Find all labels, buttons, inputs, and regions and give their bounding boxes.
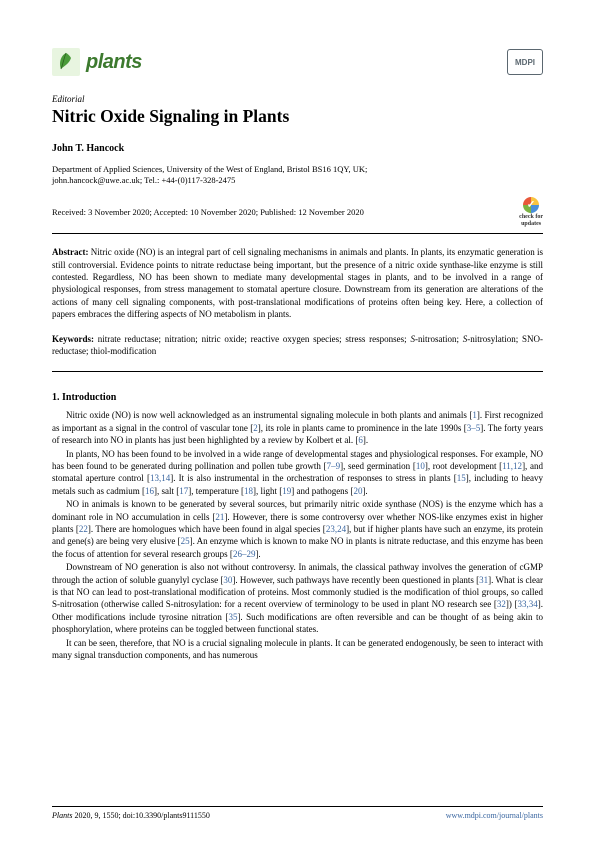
affiliation-line: Department of Applied Sciences, Universi…: [52, 164, 367, 174]
abstract-block: Abstract: Nitric oxide (NO) is an integr…: [52, 246, 543, 320]
keywords-text: nitrate reductase; nitration; nitric oxi…: [52, 334, 543, 356]
page-footer: Plants 2020, 9, 1550; doi:10.3390/plants…: [52, 806, 543, 820]
section-heading: 1. Introduction: [52, 392, 543, 403]
abstract-label: Abstract:: [52, 247, 89, 257]
journal-name: plants: [86, 51, 142, 74]
article-title: Nitric Oxide Signaling in Plants: [52, 106, 543, 127]
footer-citation: Plants 2020, 9, 1550; doi:10.3390/plants…: [52, 811, 210, 820]
affiliation-contact: john.hancock@uwe.ac.uk; Tel.: +44-(0)117…: [52, 175, 235, 185]
header-row: plants MDPI: [52, 48, 543, 76]
abstract-text: Nitric oxide (NO) is an integral part of…: [52, 247, 543, 319]
check-updates-icon: [523, 197, 539, 213]
footer-journal-link[interactable]: www.mdpi.com/journal/plants: [446, 811, 543, 820]
article-type: Editorial: [52, 94, 543, 104]
publisher-logo: MDPI: [507, 49, 543, 75]
affiliation-block: Department of Applied Sciences, Universi…: [52, 164, 543, 187]
keywords-label: Keywords:: [52, 334, 94, 344]
dates-row: Received: 3 November 2020; Accepted: 10 …: [52, 197, 543, 234]
check-updates-badge[interactable]: check for updates: [519, 197, 543, 227]
intro-para-4: Downstream of NO generation is also not …: [52, 561, 543, 635]
leaf-icon: [52, 48, 80, 76]
check-label-1: check for: [519, 214, 543, 221]
author-name: John T. Hancock: [52, 143, 543, 154]
keywords-block: Keywords: nitrate reductase; nitration; …: [52, 333, 543, 373]
intro-para-2: In plants, NO has been found to be invol…: [52, 448, 543, 498]
journal-logo-group: plants: [52, 48, 142, 76]
intro-para-5: It can be seen, therefore, that NO is a …: [52, 637, 543, 662]
check-label-2: updates: [521, 221, 541, 228]
intro-para-3: NO in animals is known to be generated b…: [52, 498, 543, 560]
intro-para-1: Nitric oxide (NO) is now well acknowledg…: [52, 409, 543, 446]
publication-dates: Received: 3 November 2020; Accepted: 10 …: [52, 207, 364, 217]
